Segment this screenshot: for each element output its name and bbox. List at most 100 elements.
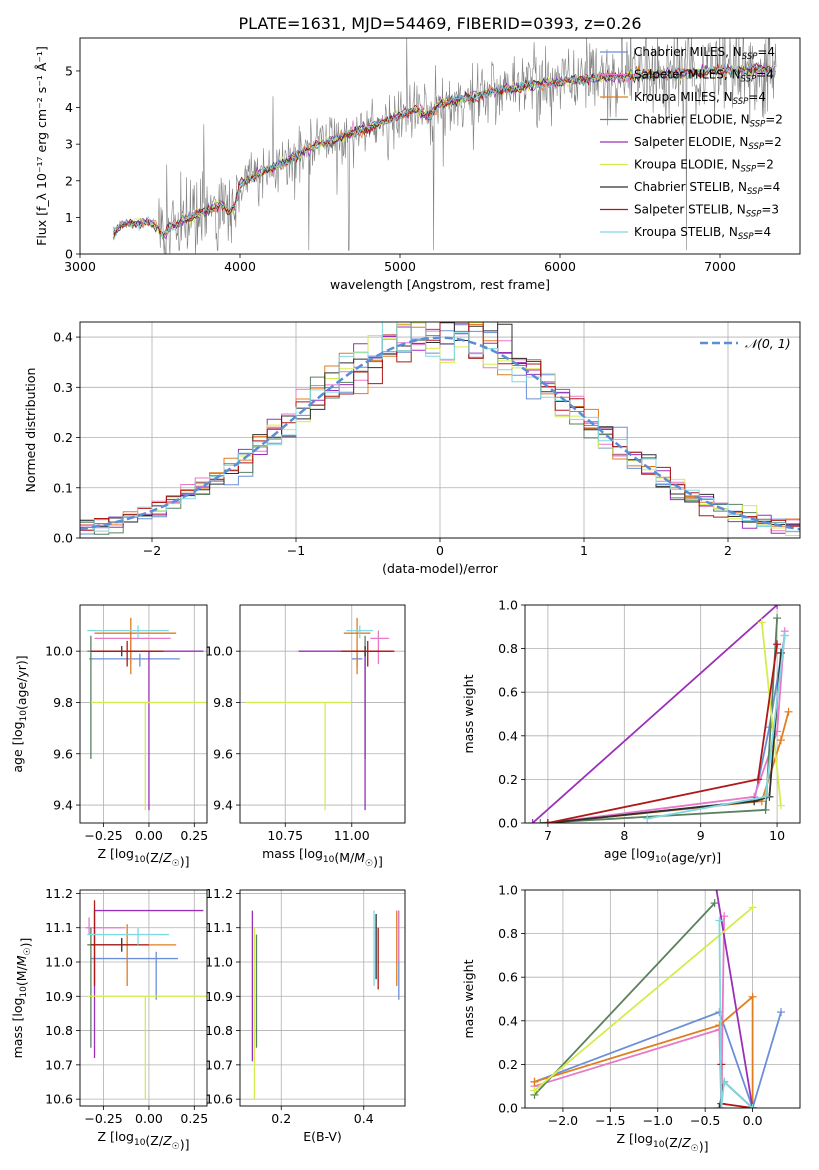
y-tick-label: 9.4 (213, 798, 233, 813)
weight-line-kroupa_elodie (533, 906, 754, 1092)
y-tick-label: 0.0 (53, 531, 73, 546)
x-axis-label: Z [log10(Z/Z☉)] (97, 846, 189, 869)
errorbar-chabrier_miles (89, 653, 180, 667)
x-tick-label: −1.5 (595, 1113, 625, 1128)
y-tick-label: 9.6 (213, 746, 233, 761)
x-axis-label: age [log10(age/yr)] (604, 846, 721, 865)
mass_vs_ebv-panel: 0.2 0.4 10.6 10.7 10.8 10.9 11.0 11.1 11.2 E(B-V) (205, 886, 406, 1144)
y-tick-label: 9.4 (53, 798, 73, 813)
legend-entry: Salpeter STELIB, NSSP=3 (634, 203, 779, 220)
x-tick-label: 0.00 (135, 828, 163, 843)
weight-marker-salpeter_stelib (773, 640, 782, 649)
x-tick-label: 5000 (384, 259, 416, 274)
y-tick-label: 0.6 (498, 685, 518, 700)
weight-marker-kroupa_stelib (761, 792, 770, 801)
y-axis-label: Flux [f_λ 10⁻¹⁷ erg cm⁻² s⁻¹ Å⁻¹] (34, 46, 49, 246)
errorbar-kroupa_elodie (245, 701, 352, 811)
histogram-salpeter_stelib (80, 322, 800, 531)
age_vs_mass-plot-area (245, 617, 395, 811)
weight-marker-salpeter_stelib (753, 775, 762, 784)
normal-curve (80, 336, 800, 531)
weight-line-salpeter_miles (547, 631, 786, 823)
errorbar-salpeter_stelib (90, 900, 149, 986)
y-tick-label: 10.0 (205, 644, 233, 659)
y-tick-label: 2 (65, 173, 73, 188)
mass_vs_z-panel: −0.25 0.00 0.25 10.6 10.7 10.8 10.9 11.0 11.1 11.… (10, 886, 208, 1152)
model-spectrum-kroupa_stelib (113, 62, 776, 237)
y-tick-label: 10.9 (45, 989, 73, 1004)
x-tick-label: 11.00 (334, 828, 370, 843)
legend-entry: Salpeter MILES, NSSP=4 (634, 68, 774, 85)
x-tick-label: −1 (287, 543, 305, 558)
errorbar-kroupa_elodie (90, 701, 207, 811)
y-tick-label: 10.6 (205, 1092, 233, 1107)
weight-line-chabrier_stelib (547, 652, 782, 823)
x-tick-label: −0.25 (84, 1111, 122, 1126)
y-tick-label: 11.1 (205, 920, 233, 935)
x-axis-label: wavelength [Angstrom, rest frame] (330, 277, 550, 292)
weight-marker-salpeter_elodie (528, 819, 537, 823)
y-axis-label: mass weight (461, 674, 476, 753)
weight-marker-kroupa_elodie (748, 903, 757, 912)
weight_vs_z-panel: −2.0 −1.5 −1.0 −0.5 0.0 0.0 0.2 0.4 0.6 0.8 1.0 Z [… (461, 883, 801, 1154)
y-axis-label: Normed distribution (23, 368, 38, 493)
x-axis-label: E(B-V) (303, 1129, 342, 1144)
y-tick-label: 0.8 (498, 641, 518, 656)
weight-marker-kroupa_stelib (715, 916, 724, 925)
y-tick-label: 1.0 (498, 883, 518, 898)
y-tick-label: 0.4 (498, 1013, 518, 1028)
errorbar-kroupa_elodie (87, 995, 207, 1100)
x-tick-label: 0.0 (743, 1113, 763, 1128)
y-tick-label: 0.2 (498, 772, 518, 787)
y-tick-label: 0.4 (53, 330, 73, 345)
weight_vs_z-plot-area (530, 890, 786, 1108)
x-tick-label: 3000 (64, 259, 96, 274)
y-tick-label: 0.2 (53, 430, 73, 445)
x-tick-label: 2 (724, 543, 732, 558)
y-tick-label: 0.6 (498, 970, 518, 985)
weight-marker-kroupa_stelib (748, 1104, 757, 1108)
y-tick-label: 11.2 (205, 886, 233, 901)
spectrum-frame (79, 37, 801, 255)
y-tick-label: 9.8 (53, 695, 73, 710)
y-tick-label: 0.0 (498, 816, 518, 831)
x-tick-label: −2.0 (548, 1113, 578, 1128)
weight-line-kroupa_elodie (760, 622, 782, 806)
legend-entry: Salpeter ELODIE, NSSP=2 (634, 135, 782, 152)
age_vs_z-frame (79, 604, 208, 824)
weight-marker-salpeter_stelib (543, 819, 552, 823)
weight-marker-kroupa_miles (715, 1021, 724, 1030)
spectrum-plot-area (113, 38, 777, 254)
weight-marker-kroupa_stelib (717, 1104, 726, 1108)
x-tick-label: 0.25 (180, 828, 208, 843)
weight-marker-kroupa_miles (776, 736, 785, 745)
weight-marker-kroupa_elodie (776, 801, 785, 810)
histogram-kroupa_elodie (80, 322, 800, 536)
legend-entry: Kroupa ELODIE, NSSP=2 (634, 158, 774, 175)
y-tick-label: 10.8 (205, 1023, 233, 1038)
y-tick-label: 3 (65, 137, 73, 152)
y-tick-label: 0.3 (53, 380, 73, 395)
weight-marker-kroupa_miles (530, 1077, 539, 1086)
y-tick-label: 10.6 (45, 1092, 73, 1107)
weight-marker-kroupa_miles (784, 707, 793, 716)
mass_vs_z-frame (79, 889, 208, 1107)
errorbar-kroupa_miles (343, 617, 371, 675)
x-tick-label: 10.75 (267, 828, 303, 843)
weight-marker-kroupa_elodie (530, 1086, 539, 1095)
y-tick-label: 11.0 (205, 955, 233, 970)
legend-entry: Chabrier STELIB, NSSP=4 (634, 180, 780, 197)
legend-entry: Kroupa STELIB, NSSP=4 (634, 225, 771, 242)
errorbar-salpeter_miles (85, 917, 126, 935)
weight-line-kroupa_stelib (718, 920, 754, 1108)
errorbar-kroupa_miles (94, 617, 177, 675)
errorbar-kroupa_stelib (87, 927, 169, 945)
y-tick-label: 10.7 (45, 1057, 73, 1072)
residuals-plot-area (80, 322, 800, 536)
x-axis-label: Z [log10(Z/Z☉)] (616, 1131, 708, 1154)
y-tick-label: 9.8 (213, 695, 233, 710)
spectrum-legend: Chabrier MILES, NSSP=4 Salpeter MILES, NS… (600, 45, 783, 242)
weight-marker-chabrier_elodie (536, 819, 545, 823)
y-tick-label: 10.7 (205, 1057, 233, 1072)
errorbar-kroupa_stelib (87, 625, 169, 639)
